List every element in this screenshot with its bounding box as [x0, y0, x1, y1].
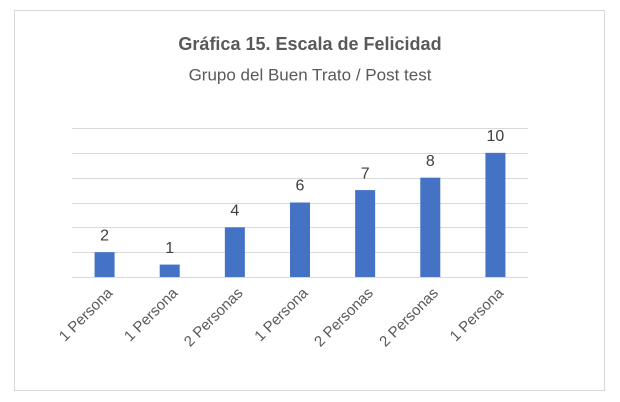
bar: [94, 252, 115, 277]
bar: [224, 227, 245, 277]
chart-title: Gráfica 15. Escala de Felicidad: [178, 34, 441, 54]
data-label: 4: [230, 203, 239, 220]
data-label: 1: [165, 240, 174, 257]
chart-subtitle: Grupo del Buen Trato / Post test: [189, 65, 432, 84]
data-label: 7: [361, 165, 370, 182]
data-label: 8: [426, 153, 435, 170]
bar: [290, 202, 310, 277]
data-label: 6: [296, 178, 305, 195]
bar: [420, 177, 441, 277]
bar: [355, 190, 376, 277]
data-label: 2: [100, 227, 109, 244]
bar: [485, 152, 506, 277]
data-label: 10: [487, 128, 505, 145]
chart-frame: [14, 10, 605, 391]
bar: [159, 264, 180, 277]
